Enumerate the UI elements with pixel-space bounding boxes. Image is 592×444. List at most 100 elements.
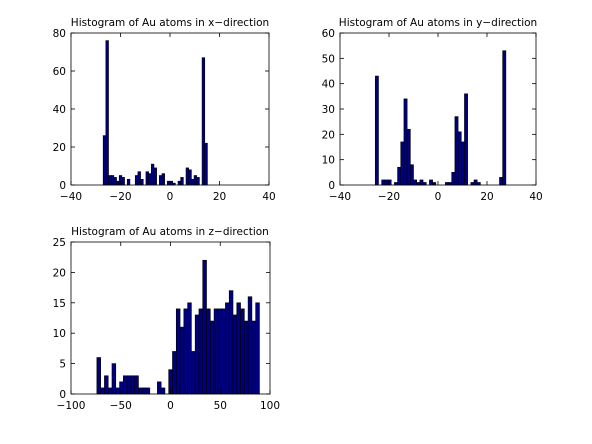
histogram-bar-x — [196, 177, 200, 186]
x-ticks-x: −40 −20 0 20 40 — [60, 33, 276, 203]
histogram-bar-y — [410, 164, 414, 186]
x-ticks-z: −100 −50 0 50 100 — [57, 242, 280, 412]
x-tick-label: −20 — [109, 191, 131, 203]
x-ticks-y: −40 −20 0 20 40 — [329, 33, 543, 203]
histogram-bar-y — [384, 179, 389, 186]
histogram-bar-x — [177, 180, 181, 186]
x-tick-label: −20 — [378, 191, 400, 203]
histogram-bar-y — [457, 131, 462, 186]
histogram-bar-z — [172, 351, 177, 395]
histogram-bar-z — [236, 302, 241, 395]
histogram-bar-x — [134, 175, 139, 186]
histogram-bar-x — [145, 171, 149, 186]
y-tick-label: 10 — [53, 328, 66, 340]
histogram-bar-y — [454, 116, 459, 186]
histogram-bar-x — [150, 163, 155, 186]
histogram-bar-z — [191, 351, 196, 395]
histogram-bar-x — [180, 177, 184, 186]
histogram-bar-x — [201, 57, 206, 186]
y-tick-label: 60 — [322, 28, 335, 40]
histogram-bar-z — [217, 308, 222, 395]
histogram-bar-y — [464, 93, 468, 186]
histogram-bar-x — [126, 179, 131, 186]
histogram-bar-z — [255, 302, 260, 395]
subplot-z-direction: Histogram of Au atoms in z−direction −10… — [53, 226, 280, 412]
axes-frame-y — [339, 32, 537, 186]
histogram-bar-x — [185, 167, 190, 186]
histogram-bar-z — [240, 308, 245, 395]
histogram-bar-z — [194, 314, 200, 395]
x-tick-label: 20 — [213, 191, 226, 203]
x-tick-label: 0 — [435, 191, 442, 203]
histogram-bar-y — [413, 179, 417, 186]
x-tick-label: 0 — [167, 191, 174, 203]
x-tick-label: 40 — [262, 191, 275, 203]
histogram-bar-x — [191, 179, 195, 186]
histogram-bar-y — [419, 179, 424, 186]
histogram-bar-x — [121, 177, 125, 186]
histogram-bar-x — [153, 167, 157, 186]
histogram-bar-x — [193, 175, 198, 186]
histogram-bar-z — [111, 363, 117, 395]
y-tick-label: 30 — [322, 104, 335, 116]
histogram-bar-z — [244, 320, 249, 395]
chart-title-z: Histogram of Au atoms in z−direction — [71, 226, 269, 238]
x-tick-label: −40 — [60, 191, 82, 203]
y-tick-label: 0 — [59, 389, 66, 401]
histogram-bar-z — [232, 314, 238, 395]
histogram-bar-x — [161, 173, 165, 186]
histogram-bar-y — [502, 50, 507, 186]
x-tick-label: 50 — [214, 400, 227, 412]
y-tick-label: 40 — [53, 104, 66, 116]
histogram-bar-z — [134, 375, 139, 395]
y-tick-label: 80 — [53, 28, 66, 40]
histogram-bar-z — [187, 302, 192, 395]
histogram-bar-z — [213, 308, 219, 395]
histogram-bar-y — [473, 179, 478, 186]
x-tick-label: 20 — [480, 191, 493, 203]
histogram-bar-y — [381, 179, 386, 186]
histogram-bar-x — [159, 175, 163, 186]
y-tick-label: 25 — [53, 237, 66, 249]
histogram-bar-y — [451, 172, 456, 186]
x-tick-label: 40 — [529, 191, 542, 203]
histogram-bar-x — [113, 177, 117, 186]
x-tick-label: −40 — [329, 191, 351, 203]
histogram-bar-z — [107, 387, 113, 395]
histogram-bar-y — [387, 179, 392, 186]
histogram-bar-x — [169, 180, 173, 186]
histogram-bar-z — [126, 375, 132, 395]
histogram-bar-z — [157, 381, 162, 395]
histogram-bar-z — [160, 387, 166, 395]
subplot-x-direction: Histogram of Au atoms in x−direction −40… — [53, 17, 276, 203]
histogram-bar-z — [179, 326, 185, 395]
histogram-bar-z — [115, 387, 120, 395]
y-tick-label: 50 — [322, 53, 335, 65]
histogram-bar-z — [221, 308, 226, 395]
x-tick-label: 100 — [260, 400, 280, 412]
y-tick-label: 0 — [328, 180, 335, 192]
x-tick-label: −50 — [110, 400, 132, 412]
histogram-bar-z — [183, 308, 188, 395]
y-ticks-y: 0 10 20 30 40 50 60 — [322, 28, 536, 192]
bars-z — [96, 259, 260, 395]
y-tick-label: 20 — [322, 129, 335, 141]
histogram-bar-x — [108, 175, 112, 186]
histogram-bar-y — [397, 166, 402, 186]
histogram-bar-z — [145, 387, 151, 395]
y-tick-label: 20 — [53, 267, 66, 279]
histogram-bar-x — [102, 135, 107, 186]
histogram-bar-y — [499, 177, 503, 186]
x-tick-label: 0 — [167, 400, 174, 412]
histogram-bar-z — [225, 302, 230, 395]
y-tick-label: 0 — [59, 180, 66, 192]
histogram-bar-z — [96, 357, 101, 395]
y-ticks-z: 0 5 10 15 20 25 — [53, 237, 270, 401]
x-tick-label: −100 — [57, 400, 86, 412]
y-ticks-x: 0 20 40 60 80 — [53, 28, 269, 192]
subplot-y-direction: Histogram of Au atoms in y−direction −40… — [322, 17, 543, 203]
histogram-bar-z — [210, 320, 215, 395]
histogram-bar-y — [429, 179, 433, 186]
y-tick-label: 20 — [53, 142, 66, 154]
